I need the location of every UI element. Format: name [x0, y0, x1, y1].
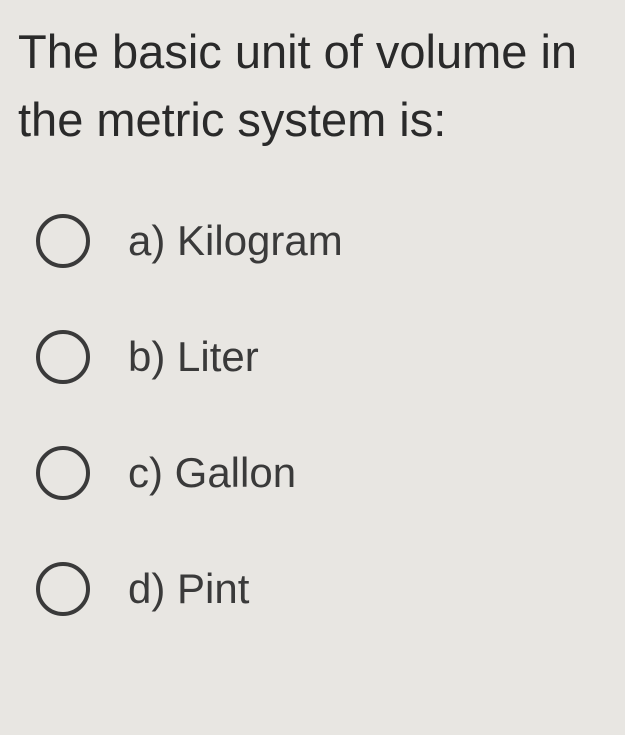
radio-icon [36, 446, 90, 500]
radio-icon [36, 330, 90, 384]
option-label: b) Liter [128, 333, 259, 381]
option-label: a) Kilogram [128, 217, 343, 265]
option-b[interactable]: b) Liter [36, 330, 607, 384]
option-a[interactable]: a) Kilogram [36, 214, 607, 268]
option-label: c) Gallon [128, 449, 296, 497]
radio-icon [36, 562, 90, 616]
option-label: d) Pint [128, 565, 249, 613]
option-c[interactable]: c) Gallon [36, 446, 607, 500]
radio-icon [36, 214, 90, 268]
question-text: The basic unit of volume in the metric s… [18, 18, 607, 154]
options-container: a) Kilogram b) Liter c) Gallon d) Pint [18, 214, 607, 616]
option-d[interactable]: d) Pint [36, 562, 607, 616]
